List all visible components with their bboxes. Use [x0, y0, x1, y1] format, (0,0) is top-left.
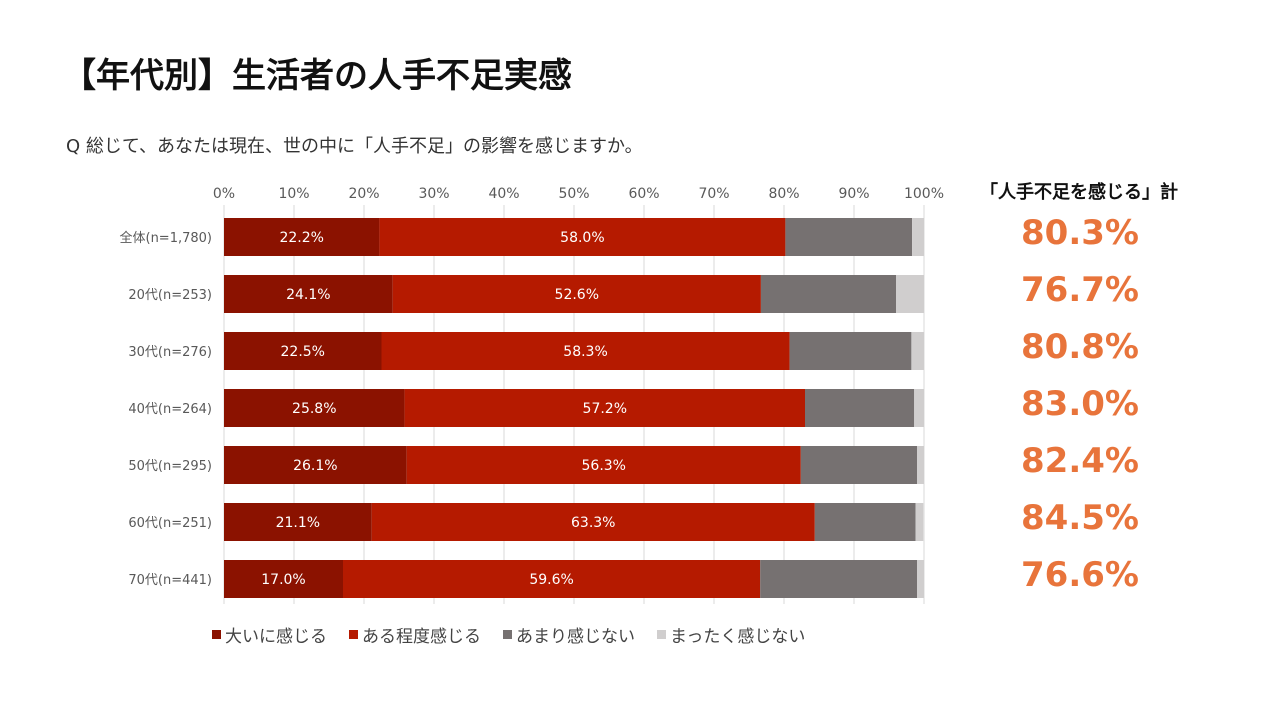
x-tick-label: 40% [488, 186, 519, 202]
x-tick-label: 0% [213, 186, 235, 202]
x-tick-label: 50% [558, 186, 589, 202]
bar-segment-3 [914, 389, 924, 427]
total-value: 83.0% [1021, 384, 1139, 424]
total-value: 76.7% [1021, 270, 1139, 310]
legend-item: あまり感じない [503, 622, 635, 647]
bar-segment-2 [760, 560, 917, 598]
x-tick-label: 30% [418, 186, 449, 202]
data-label: 58.3% [563, 344, 607, 360]
x-tick-label: 10% [278, 186, 309, 202]
x-tick-label: 60% [628, 186, 659, 202]
bar-segment-3 [912, 218, 924, 256]
data-label: 59.6% [529, 572, 573, 588]
data-label: 58.0% [560, 230, 604, 246]
legend-swatch [657, 630, 666, 639]
data-label: 22.2% [279, 230, 323, 246]
x-tick-label: 100% [904, 186, 944, 202]
total-value: 76.6% [1021, 555, 1139, 595]
bar-segment-1 [371, 503, 815, 541]
data-label: 26.1% [293, 458, 337, 474]
bar-segment-2 [805, 389, 915, 427]
total-header: 「人手不足を感じる」計 [980, 182, 1178, 203]
legend-label: あまり感じない [516, 627, 635, 647]
data-label: 63.3% [571, 515, 615, 531]
bar-segment-1 [381, 332, 790, 370]
bar-segment-3 [917, 560, 924, 598]
category-label: 70代(n=441) [128, 573, 212, 588]
legend-item: ある程度感じる [349, 622, 481, 647]
x-tick-label: 80% [768, 186, 799, 202]
category-label: 50代(n=295) [128, 459, 212, 474]
bar-segment-0 [224, 446, 407, 484]
bar-segment-1 [404, 389, 805, 427]
bar-segment-3 [917, 446, 924, 484]
legend-label: 大いに感じる [225, 627, 327, 647]
total-value: 80.8% [1021, 327, 1139, 367]
legend-swatch [349, 630, 358, 639]
legend-label: まったく感じない [670, 627, 806, 647]
stacked-bar-chart: 0% 10% 20% 30% 40% 50% 60% 70% 80% 90% 100% 全体(n=1,… [120, 186, 944, 604]
x-tick-label: 20% [348, 186, 379, 202]
bar-segment-2 [760, 275, 896, 313]
bar-segment-0 [224, 332, 382, 370]
legend-item: まったく感じない [657, 622, 805, 647]
bar-segment-1 [392, 275, 761, 313]
bar-segment-3 [911, 332, 924, 370]
total-value: 80.3% [1021, 213, 1139, 253]
page-title: 【年代別】生活者の人手不足実感 [62, 56, 572, 96]
bar-segment-3 [915, 503, 924, 541]
bar-segment-0 [224, 218, 380, 256]
legend: 大いに感じる ある程度感じる あまり感じない まったく感じない [212, 622, 805, 647]
data-label: 17.0% [261, 572, 305, 588]
data-label: 21.1% [276, 515, 320, 531]
bar-segment-1 [343, 560, 761, 598]
data-label: 25.8% [292, 401, 336, 417]
category-label: 20代(n=253) [128, 288, 212, 303]
data-label: 24.1% [286, 287, 330, 303]
bar-segment-2 [789, 332, 912, 370]
x-tick-label: 70% [698, 186, 729, 202]
legend-item: 大いに感じる [212, 622, 327, 647]
bar-segment-2 [800, 446, 917, 484]
data-label: 22.5% [281, 344, 325, 360]
category-label: 全体(n=1,780) [120, 230, 213, 246]
bar-segment-3 [896, 275, 924, 313]
total-value: 84.5% [1021, 498, 1139, 538]
bar-segment-1 [379, 218, 786, 256]
data-label: 57.2% [583, 401, 627, 417]
category-label: 40代(n=264) [128, 402, 212, 417]
legend-swatch [503, 630, 512, 639]
x-tick-label: 90% [838, 186, 869, 202]
category-label: 30代(n=276) [128, 345, 212, 360]
total-value: 82.4% [1021, 441, 1139, 481]
category-label: 60代(n=251) [128, 516, 212, 531]
bar-segment-0 [224, 389, 405, 427]
bar-segment-2 [814, 503, 916, 541]
bar-segment-0 [224, 560, 343, 598]
question-text: Q 総じて、あなたは現在、世の中に「人手不足」の影響を感じますか。 [66, 136, 643, 157]
data-label: 56.3% [582, 458, 626, 474]
bar-segment-1 [406, 446, 801, 484]
bar-segment-2 [785, 218, 913, 256]
bar-segment-0 [224, 275, 393, 313]
bar-segment-0 [224, 503, 372, 541]
legend-swatch [212, 630, 221, 639]
legend-label: ある程度感じる [362, 627, 481, 647]
data-label: 52.6% [555, 287, 599, 303]
